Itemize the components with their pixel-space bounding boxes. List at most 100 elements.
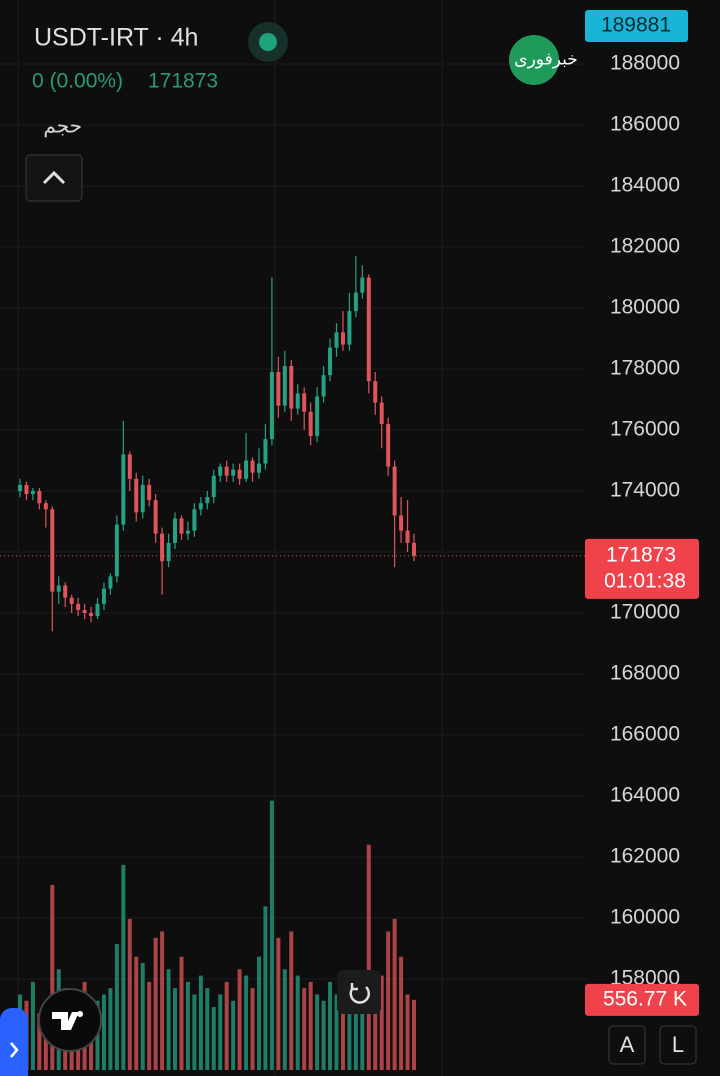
volume-bar [101, 994, 106, 1070]
candle-body [205, 497, 210, 504]
volume-bar [37, 1013, 42, 1070]
volume-bar [334, 994, 339, 1070]
candle-body [56, 585, 61, 592]
y-tick-label: 188000 [610, 52, 680, 75]
y-tick-label: 186000 [610, 113, 680, 136]
candle-body [69, 597, 74, 604]
volume-bar [392, 918, 397, 1070]
candle-body [244, 460, 249, 479]
candle-body [89, 613, 94, 617]
y-tick-label: 168000 [610, 662, 680, 685]
candle-body [173, 518, 178, 543]
volume-bar [231, 1000, 236, 1070]
countdown: 01:01:38 [604, 569, 686, 592]
status-dot [259, 33, 277, 51]
change: 0 (0.00%) [32, 70, 123, 93]
candle-body [321, 375, 326, 397]
volume-badge [585, 983, 699, 1016]
volume-bar [360, 994, 365, 1070]
candle-body [386, 423, 391, 467]
volume-bar [379, 975, 384, 1070]
auto-scale-button[interactable] [608, 1025, 646, 1065]
high-badge-value: 189881 [601, 14, 671, 37]
price-badge [585, 538, 699, 599]
candle-body [140, 484, 145, 513]
volume-bar [289, 931, 294, 1070]
candle-body [95, 603, 100, 617]
volume-bar [192, 994, 197, 1070]
volume-bar [250, 988, 255, 1070]
volume-bar [282, 969, 287, 1070]
y-tick-label: 166000 [610, 723, 680, 746]
side-tab[interactable] [0, 1008, 28, 1076]
volume-bar [140, 963, 145, 1070]
candle-body [37, 490, 42, 504]
volume-bar [108, 988, 113, 1070]
candle-body [18, 484, 22, 491]
candle-body [328, 347, 333, 376]
candle-body [392, 466, 397, 516]
candle-body [263, 439, 268, 464]
y-tick-label: 162000 [610, 845, 680, 868]
candle-body [114, 524, 119, 577]
volume-bar [166, 969, 171, 1070]
reset-button[interactable] [337, 970, 381, 1014]
candle-body [366, 277, 371, 382]
watermark-logo [509, 35, 559, 85]
volume-bar [340, 988, 345, 1070]
collapse-button[interactable] [25, 154, 83, 202]
candle-body [127, 454, 132, 479]
candle-body [289, 365, 294, 409]
chevron-icon [42, 170, 66, 185]
symbol: USDT-IRT · 4h [34, 24, 198, 52]
candle-body [63, 585, 68, 598]
volume-bar [321, 1000, 326, 1070]
volume-bar [256, 956, 261, 1070]
candle-body [308, 411, 313, 437]
volume-bar [205, 988, 210, 1070]
y-tick-label: 164000 [610, 784, 680, 807]
volume-bar [237, 969, 242, 1070]
candle-body [179, 518, 184, 534]
volume-bar [179, 956, 184, 1070]
candle-body [166, 542, 171, 562]
volume-bar [276, 937, 281, 1070]
volume-bar [244, 975, 249, 1070]
candle-body [340, 332, 345, 345]
reset-icon [349, 983, 371, 1004]
volume-bar [114, 944, 119, 1070]
y-tick-label: 178000 [610, 357, 680, 380]
candle-body [24, 484, 29, 495]
volume-bar [30, 981, 35, 1070]
candle-body [269, 372, 274, 440]
volume-bar [399, 956, 404, 1070]
candle-body [76, 603, 81, 610]
candle-body [231, 469, 236, 476]
volume-bar [127, 918, 132, 1070]
candle-body [30, 490, 35, 495]
volume-bar [224, 981, 229, 1070]
candle-body [185, 530, 190, 534]
volume-bar [302, 988, 307, 1070]
button-label: A [620, 1032, 635, 1057]
button-label: L [672, 1032, 684, 1057]
candle-body [121, 454, 126, 525]
volume-bar [263, 906, 268, 1070]
volume-bar [386, 931, 391, 1070]
candle-body [192, 509, 197, 531]
candle-body [134, 478, 139, 513]
volume-bar [308, 981, 313, 1070]
volume-bar [269, 800, 274, 1070]
side-tab-icon [10, 1042, 19, 1058]
volume-bar [353, 988, 358, 1070]
candle-body [50, 509, 55, 592]
candle-body [295, 393, 300, 409]
candle-body [347, 311, 352, 345]
volume-bar [173, 988, 178, 1070]
volume-bar [147, 981, 152, 1070]
log-scale-button[interactable] [659, 1025, 697, 1065]
volume-bar [405, 994, 410, 1070]
